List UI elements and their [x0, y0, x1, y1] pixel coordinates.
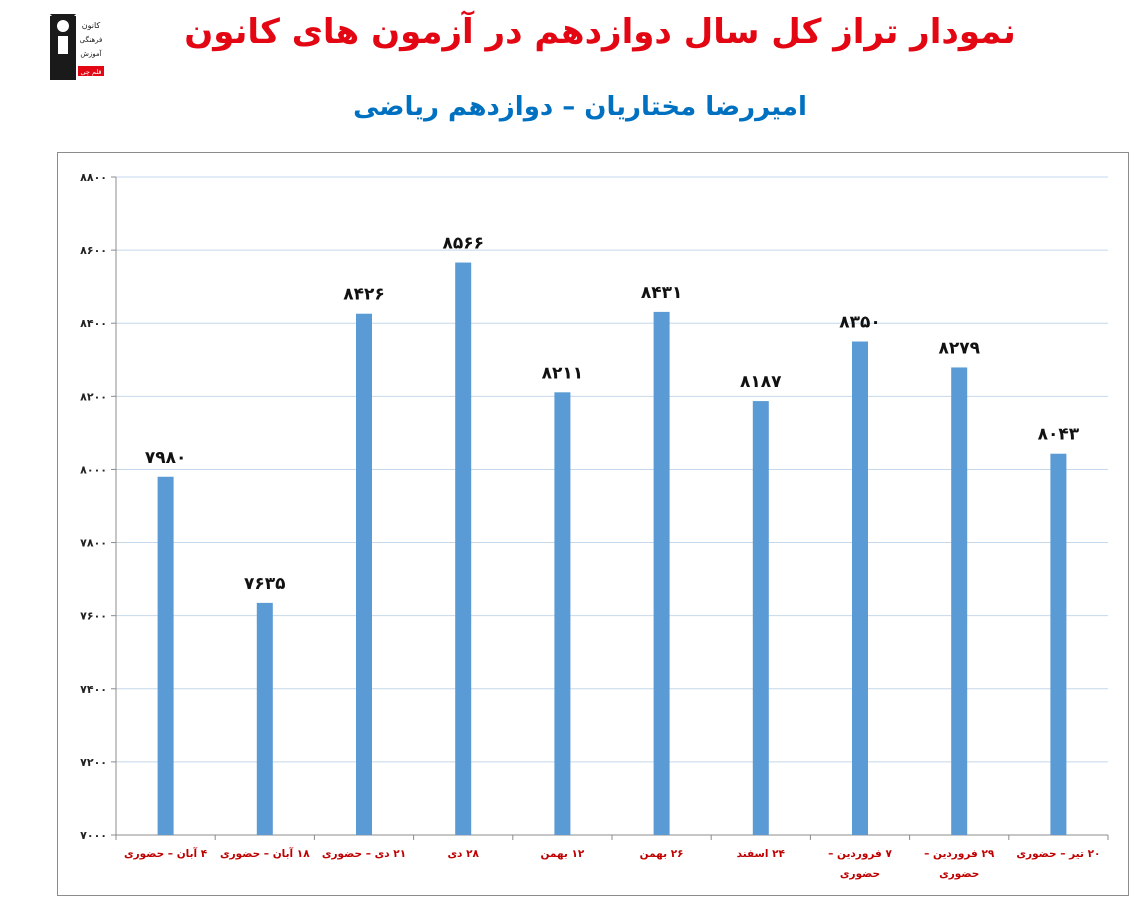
data-label: ۸۱۸۷	[740, 372, 782, 392]
x-tick-label: ۲۸ دی	[447, 848, 479, 860]
svg-text:کانون: کانون	[82, 21, 101, 30]
x-tick-label: ۴ آبان – حضوری	[124, 847, 208, 860]
data-label: ۸۲۱۱	[542, 363, 584, 383]
y-tick-label: ۸۸۰۰	[80, 171, 107, 184]
bar	[852, 341, 868, 835]
bar	[455, 262, 472, 835]
y-tick-label: ۷۲۰۰	[80, 756, 107, 769]
y-tick-label: ۸۲۰۰	[80, 390, 107, 403]
bar	[752, 401, 769, 835]
y-tick-label: ۸۰۰۰	[80, 463, 107, 476]
bar	[157, 476, 174, 835]
bar	[554, 392, 571, 835]
data-label: ۸۲۷۹	[938, 338, 980, 358]
data-label: ۸۴۳۱	[641, 283, 683, 303]
y-tick-label: ۷۴۰۰	[80, 683, 107, 696]
x-tick-label: ۷ فروردین – حضوری	[828, 848, 892, 880]
svg-text:فرهنگی: فرهنگی	[80, 35, 103, 44]
y-tick-label: ۷۶۰۰	[80, 610, 107, 623]
bar	[653, 311, 670, 835]
bar	[951, 367, 968, 835]
x-tick-label: ۲۱ دی – حضوری	[322, 848, 406, 860]
svg-text:آموزش: آموزش	[80, 49, 102, 58]
x-tick-label: ۲۹ فروردین – حضوری	[924, 848, 995, 880]
x-tick-label: ۲۰ تیر – حضوری	[1016, 848, 1100, 860]
kanoon-logo: کانون فرهنگی آموزش قلم چی	[48, 12, 110, 82]
bar-chart: ۷۰۰۰ ۷۲۰۰ ۷۴۰۰ ۷۶۰۰ ۷۸۰۰ ۸۰۰۰ ۸۲۰۰ ۸۴۰۰ ۸۶۰۰ ۸۸۰۰…	[80, 171, 1109, 880]
svg-text:قلم چی: قلم چی	[80, 68, 101, 76]
bar	[1050, 453, 1067, 835]
x-tick-label: ۲۶ بهمن	[640, 848, 684, 860]
x-tick-label: ۲۴ اسفند	[737, 848, 786, 860]
page-subtitle: امیررضا مختاریان – دوازدهم ریاضی	[353, 92, 807, 122]
x-tick-label: ۱۸ آبان – حضوری	[220, 847, 310, 860]
data-label: ۸۵۶۶	[442, 234, 484, 254]
data-label: ۷۹۸۰	[145, 448, 187, 468]
data-label: ۸۰۴۳	[1038, 425, 1080, 445]
x-tick-label: ۱۲ بهمن	[540, 848, 584, 860]
chart-frame: ۷۰۰۰ ۷۲۰۰ ۷۴۰۰ ۷۶۰۰ ۷۸۰۰ ۸۰۰۰ ۸۲۰۰ ۸۴۰۰ ۸۶۰۰ ۸۸۰۰…	[57, 152, 1129, 896]
bar	[356, 313, 372, 835]
y-tick-label: ۸۶۰۰	[80, 244, 107, 257]
bar	[256, 602, 273, 835]
data-label: ۷۶۳۵	[244, 574, 286, 594]
page-title: نمودار تراز کل سال دوازدهم در آزمون های …	[184, 12, 1016, 52]
y-tick-label: ۷۸۰۰	[80, 537, 107, 550]
data-label: ۸۳۵۰	[839, 313, 881, 333]
data-label: ۸۴۲۶	[343, 285, 385, 305]
y-tick-label: ۷۰۰۰	[80, 829, 107, 842]
y-tick-label: ۸۴۰۰	[80, 317, 107, 330]
